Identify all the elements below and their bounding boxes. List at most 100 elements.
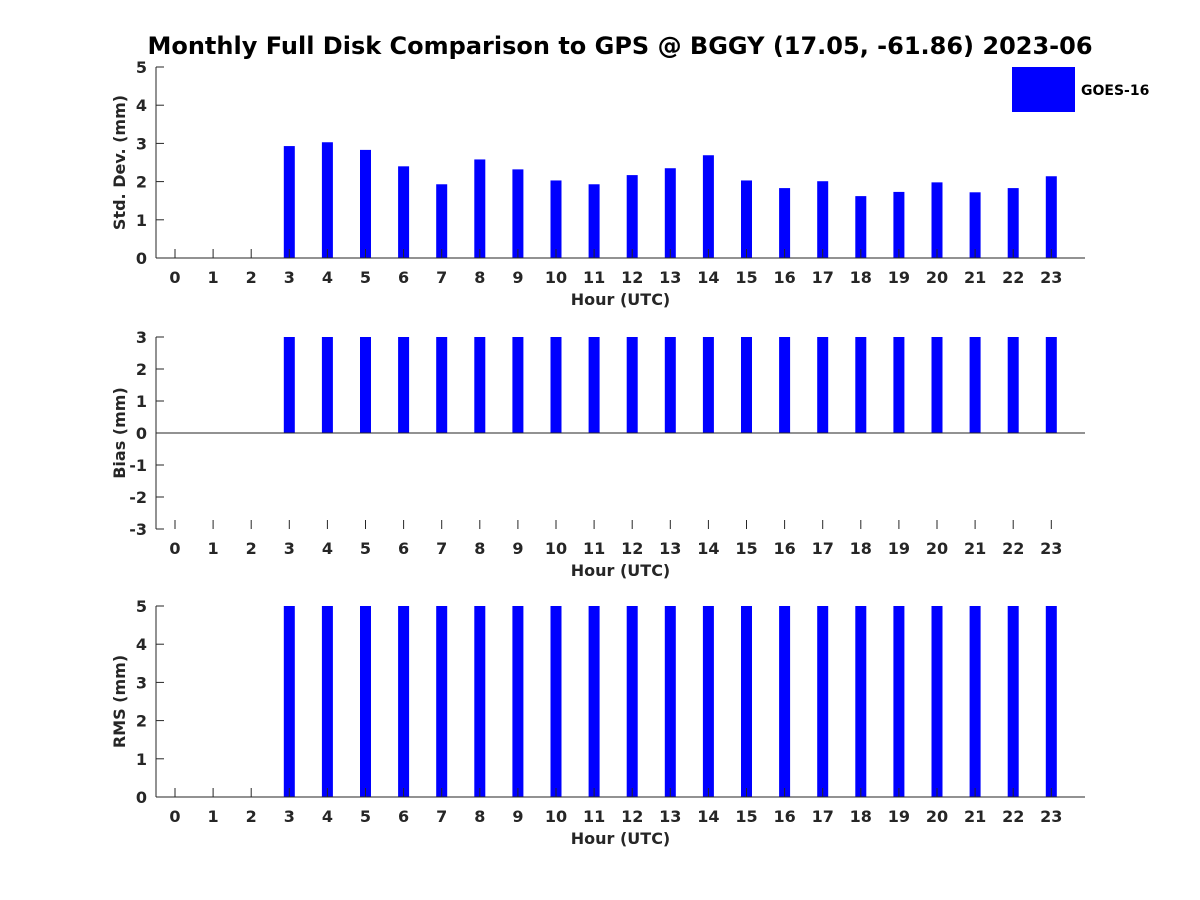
x-tick-label: 21 (964, 268, 986, 287)
x-tick-label: 5 (360, 268, 371, 287)
bar-hour-10 (550, 606, 562, 797)
bar-hour-13 (664, 168, 676, 258)
bar-hour-14 (702, 606, 714, 797)
x-tick-label: 4 (322, 807, 333, 826)
bar-hour-5 (360, 606, 371, 797)
y-tick-label: 4 (136, 635, 147, 654)
bar-hour-19 (893, 606, 905, 797)
bar-hour-9 (512, 169, 524, 258)
x-tick-label: 0 (169, 539, 180, 558)
x-tick-label: 3 (284, 539, 295, 558)
x-tick-label: 19 (888, 807, 910, 826)
y-axis-label: RMS (mm) (110, 655, 129, 748)
x-tick-label: 12 (621, 539, 643, 558)
bar-hour-20 (931, 606, 943, 797)
y-tick-label: 0 (136, 788, 147, 807)
x-tick-label: 20 (926, 539, 948, 558)
x-tick-label: 9 (512, 539, 523, 558)
bar-hour-11 (588, 337, 600, 433)
bar-hour-7 (436, 606, 448, 797)
x-tick-label: 1 (208, 268, 219, 287)
chart-title: Monthly Full Disk Comparison to GPS @ BG… (147, 32, 1092, 60)
bar-hour-8 (474, 159, 486, 258)
bar-hour-19 (893, 337, 905, 433)
x-tick-label: 10 (545, 539, 567, 558)
x-tick-label: 13 (659, 539, 681, 558)
x-tick-label: 5 (360, 539, 371, 558)
x-tick-label: 15 (735, 268, 757, 287)
x-tick-label: 4 (322, 268, 333, 287)
bar-hour-19 (893, 191, 905, 258)
bar-hour-18 (855, 196, 867, 258)
bar-hour-17 (817, 181, 829, 258)
bar-hour-23 (1045, 606, 1057, 797)
x-tick-label: 14 (697, 268, 719, 287)
bar-hour-15 (741, 337, 752, 433)
x-tick-label: 13 (659, 268, 681, 287)
bar-hour-22 (1007, 188, 1019, 258)
x-tick-label: 9 (512, 268, 523, 287)
x-tick-label: 6 (398, 268, 409, 287)
x-tick-label: 0 (169, 268, 180, 287)
y-tick-label: 5 (136, 597, 147, 616)
bar-hour-8 (474, 606, 486, 797)
x-tick-label: 16 (773, 807, 795, 826)
x-tick-label: 21 (964, 539, 986, 558)
bar-hour-22 (1007, 606, 1019, 797)
x-tick-label: 9 (512, 807, 523, 826)
x-axis-label: Hour (UTC) (571, 561, 671, 580)
bar-hour-12 (626, 606, 638, 797)
bar-hour-13 (664, 337, 676, 433)
y-tick-label: 0 (136, 249, 147, 268)
bar-hour-18 (855, 606, 867, 797)
y-tick-label: 1 (136, 750, 147, 769)
x-tick-label: 4 (322, 539, 333, 558)
x-tick-label: 8 (474, 539, 485, 558)
x-tick-label: 11 (583, 268, 605, 287)
x-tick-label: 18 (850, 807, 872, 826)
x-tick-label: 3 (284, 268, 295, 287)
x-tick-label: 11 (583, 807, 605, 826)
y-tick-label: 5 (136, 58, 147, 77)
bar-hour-12 (626, 175, 638, 258)
x-tick-label: 23 (1040, 268, 1062, 287)
bar-hour-20 (931, 337, 943, 433)
bar-hour-3 (283, 146, 295, 258)
bar-hour-23 (1045, 176, 1057, 258)
bar-hour-21 (969, 606, 981, 797)
bar-hour-4 (321, 337, 333, 433)
x-tick-label: 0 (169, 807, 180, 826)
x-tick-label: 15 (735, 807, 757, 826)
bar-hour-3 (283, 606, 295, 797)
x-tick-label: 2 (246, 268, 257, 287)
x-tick-label: 2 (246, 539, 257, 558)
x-tick-label: 14 (697, 807, 719, 826)
x-tick-label: 22 (1002, 268, 1024, 287)
y-tick-label: -1 (129, 456, 147, 475)
legend-swatch-goes-16 (1012, 67, 1075, 112)
y-axis-label: Bias (mm) (110, 387, 129, 479)
bar-hour-16 (779, 188, 791, 258)
bar-hour-14 (702, 155, 714, 258)
x-tick-label: 16 (773, 268, 795, 287)
y-tick-label: -2 (129, 488, 147, 507)
x-tick-label: 20 (926, 268, 948, 287)
x-tick-label: 3 (284, 807, 295, 826)
x-tick-label: 8 (474, 807, 485, 826)
bar-hour-4 (321, 606, 333, 797)
bar-hour-15 (741, 606, 752, 797)
x-tick-label: 17 (812, 539, 834, 558)
bar-hour-7 (436, 337, 448, 433)
x-tick-label: 17 (812, 807, 834, 826)
bar-hour-6 (398, 606, 410, 797)
x-tick-label: 6 (398, 539, 409, 558)
y-tick-label: 3 (136, 673, 147, 692)
bar-hour-17 (817, 337, 829, 433)
x-tick-label: 10 (545, 807, 567, 826)
bar-hour-5 (360, 337, 371, 433)
bar-hour-6 (398, 337, 410, 433)
y-tick-label: 3 (136, 328, 147, 347)
bar-hour-7 (436, 184, 448, 258)
